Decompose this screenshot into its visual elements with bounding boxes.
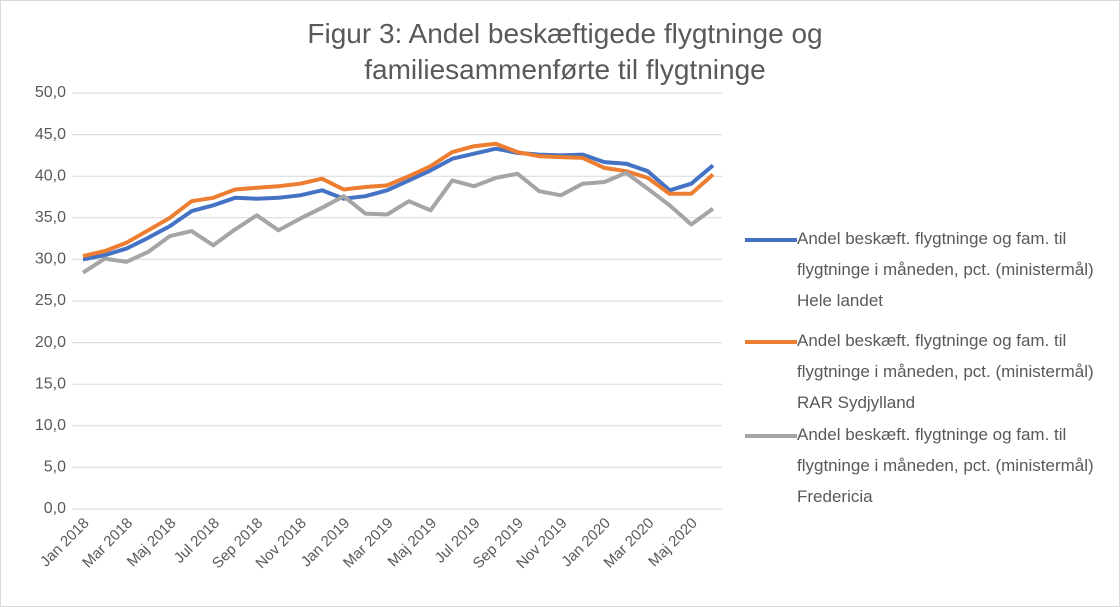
- legend-label: Andel beskæft. flygtninge og fam. til fl…: [797, 229, 1094, 310]
- legend-box: Andel beskæft. flygtninge og fam. til fl…: [797, 229, 1094, 310]
- y-tick-label: 15,0: [35, 375, 66, 392]
- y-tick-label: 30,0: [35, 251, 66, 268]
- y-tick-label: 40,0: [35, 167, 66, 184]
- y-tick-label: 0,0: [44, 500, 66, 517]
- y-tick-label: 45,0: [35, 126, 66, 143]
- y-tick-label: 50,0: [35, 84, 66, 101]
- title-box: Figur 3: Andel beskæftigede flygtninge o…: [307, 18, 823, 85]
- series-line: [82, 146, 715, 262]
- legend-box: Andel beskæft. flygtninge og fam. til fl…: [797, 331, 1094, 412]
- legend-box: Andel beskæft. flygtninge og fam. til fl…: [797, 425, 1094, 506]
- series-line: [82, 141, 715, 259]
- y-tick-label: 25,0: [35, 292, 66, 309]
- chart-title: Figur 3: Andel beskæftigede flygtninge o…: [307, 18, 823, 85]
- series-line: [81, 170, 715, 275]
- y-tick-label: 20,0: [35, 334, 66, 351]
- legend-label: Andel beskæft. flygtninge og fam. til fl…: [797, 331, 1094, 412]
- y-tick-label: 35,0: [35, 209, 66, 226]
- y-tick-label: 10,0: [35, 417, 66, 434]
- legend-label: Andel beskæft. flygtninge og fam. til fl…: [797, 425, 1094, 506]
- y-tick-label: 5,0: [44, 459, 66, 476]
